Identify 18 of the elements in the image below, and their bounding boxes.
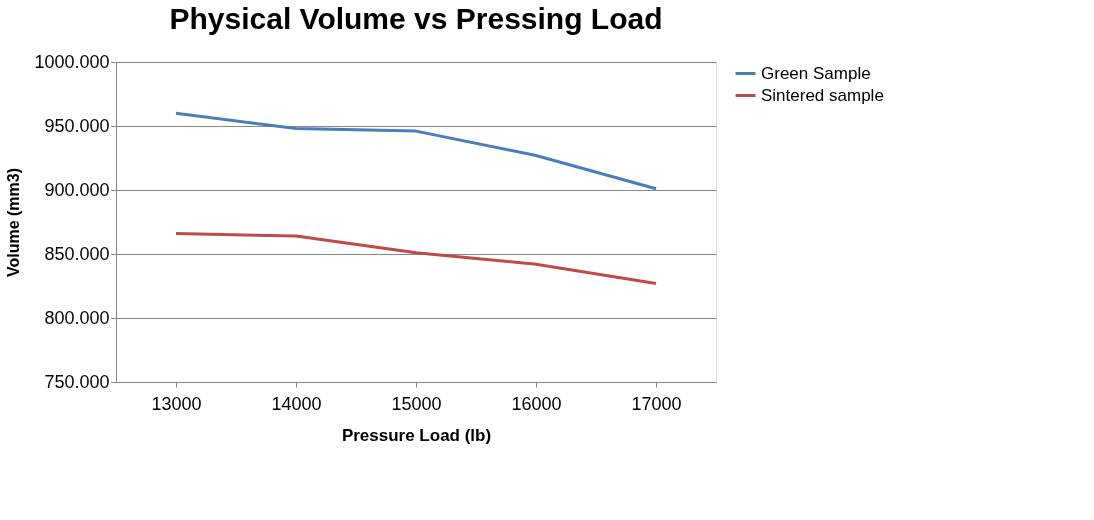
x-tick-label: 17000	[631, 393, 682, 414]
y-tick-label: 1000.000	[34, 51, 110, 72]
chart-title: Physical Volume vs Pressing Load	[169, 2, 663, 35]
x-tick-label: 13000	[151, 393, 202, 414]
legend-label: Green Sample	[761, 63, 871, 83]
legend-label: Sintered sample	[761, 85, 884, 105]
y-tick-label: 950.000	[44, 115, 110, 136]
y-tick-label: 800.000	[44, 307, 110, 328]
y-tick-label: 900.000	[44, 179, 110, 200]
x-axis-title: Pressure Load (lb)	[341, 425, 492, 445]
x-tick-label: 16000	[511, 393, 562, 414]
line-series	[174, 111, 658, 191]
line-series	[174, 232, 658, 285]
x-tick-label: 15000	[391, 393, 442, 414]
y-tick-label: 850.000	[44, 243, 110, 264]
y-tick-label: 750.000	[44, 371, 110, 392]
x-tick-label: 14000	[271, 393, 322, 414]
y-axis-title: Volume (mm3)	[5, 167, 23, 278]
